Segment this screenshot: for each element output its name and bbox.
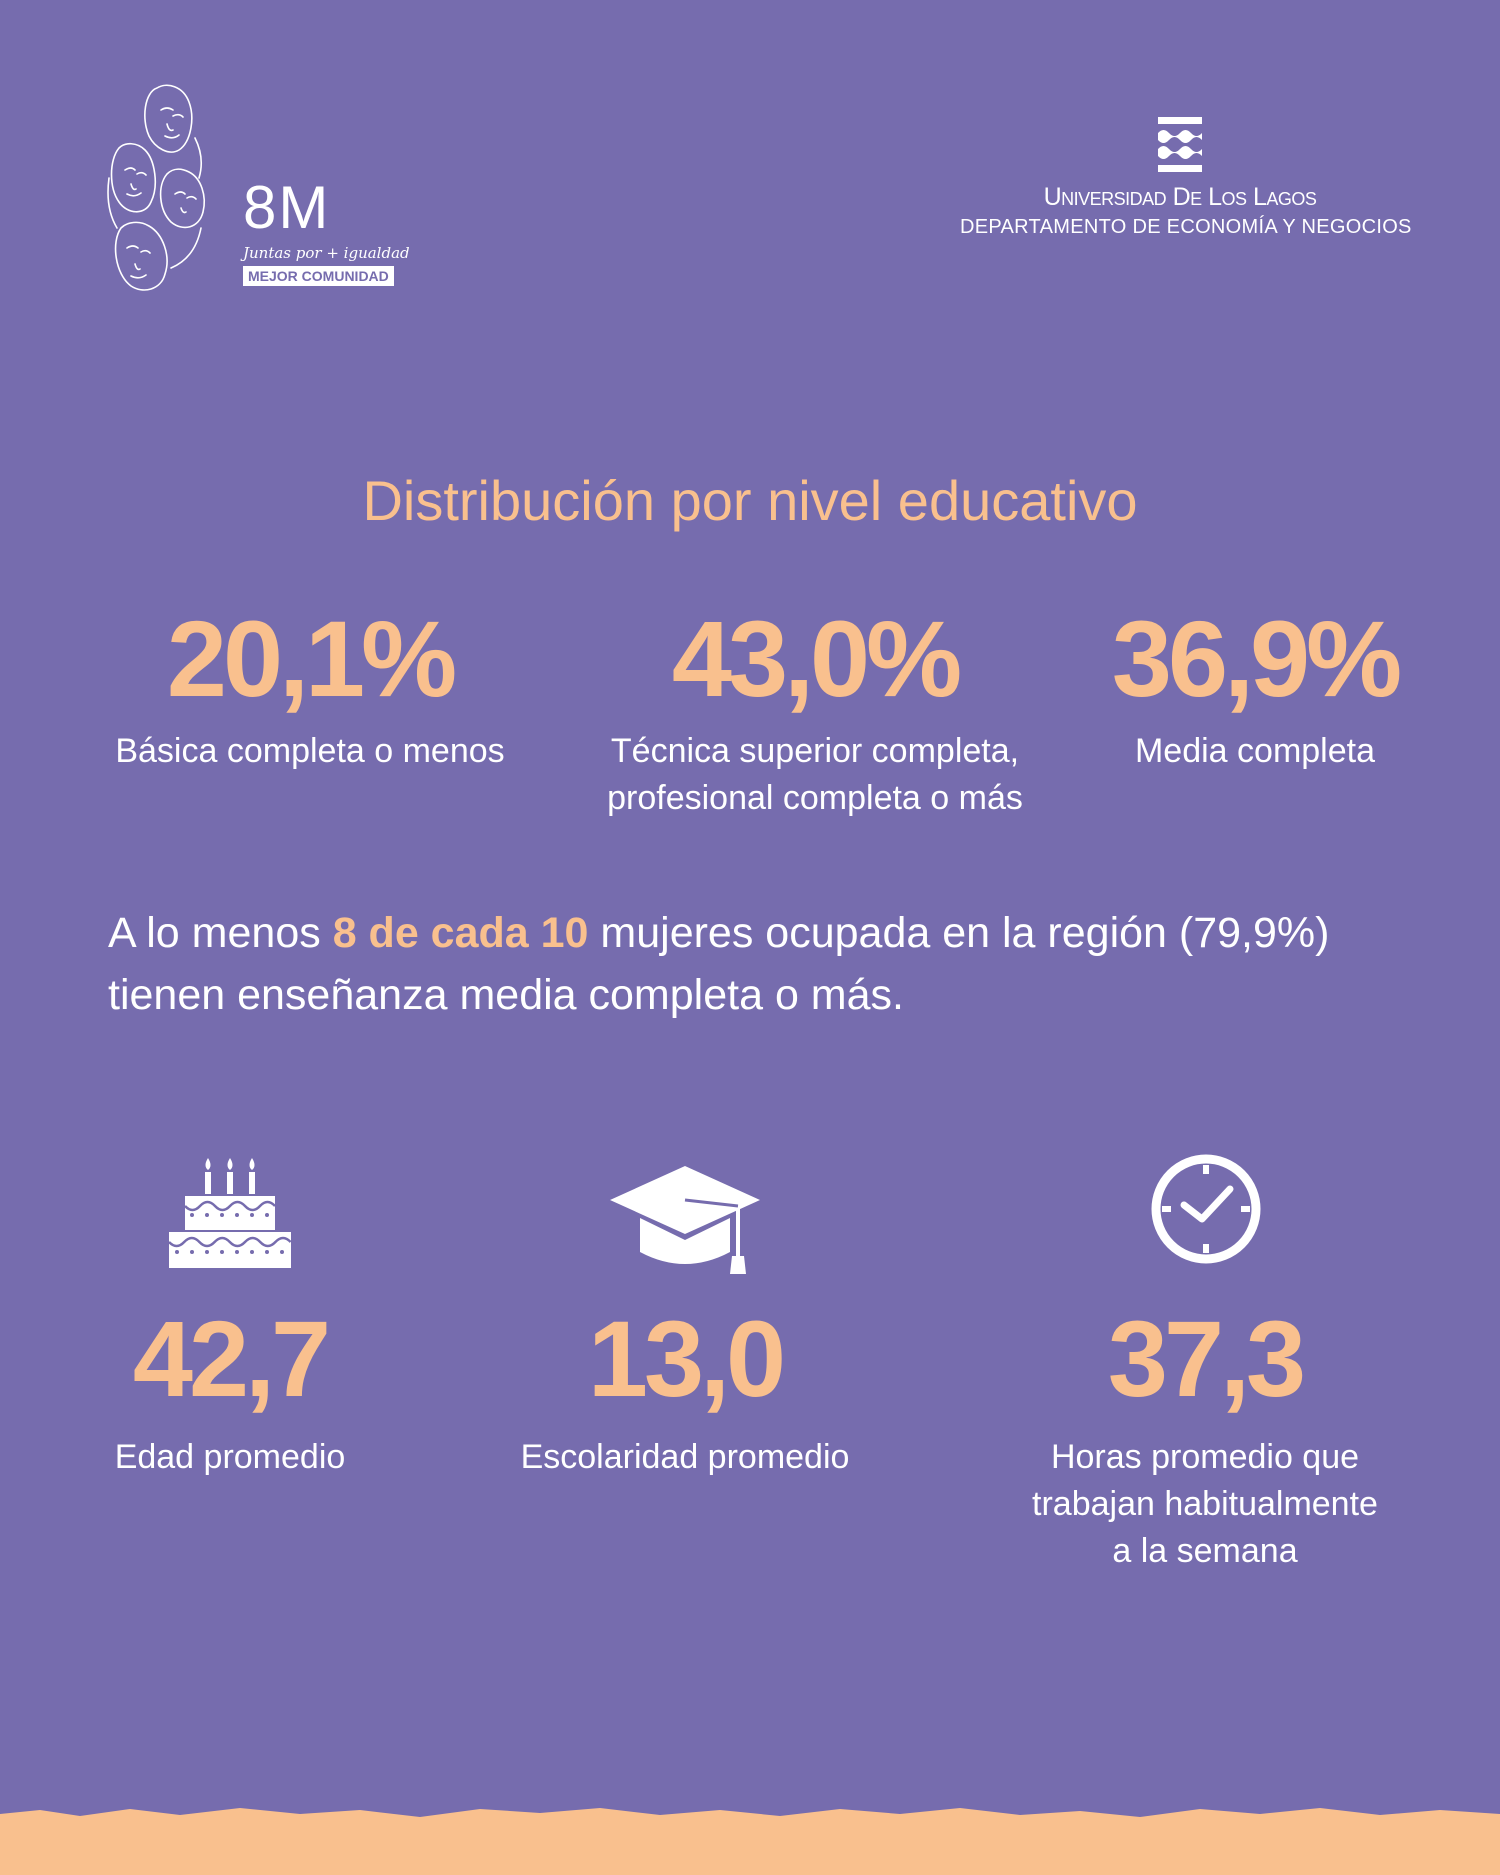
summary-part: mujeres ocupada en la región (79,9%) tie… [108,909,1330,1019]
logo-8m-mark: 8M [243,174,331,241]
stat-label-line: Horas promedio que [1050,1438,1360,1476]
stat-label: Horas promedio que trabajan habitualment… [1010,1434,1400,1575]
stat-average-schooling: 13,0 Escolaridad promedio [500,1150,870,1481]
distribution-label-line: Técnica superior completa, [610,732,1020,770]
stat-value: 42,7 [132,1298,331,1419]
stat-label-line: trabajan habitualmente [1032,1485,1378,1523]
logo-8m: 8M Juntas por + igualdad MEJOR COMUNIDAD [105,78,415,298]
distribution-label: Técnica superior completa, profesional c… [570,728,1060,822]
department-name: DEPARTAMENTO DE ECONOMÍA Y NEGOCIOS [960,216,1412,238]
bottom-torn-band [0,1808,1500,1875]
faces-line-art-icon [107,84,205,291]
distribution-value: 20,1% [166,598,457,719]
birthday-cake-icon [168,1158,292,1268]
wave-emblem-icon [1158,117,1202,172]
stat-label: Escolaridad promedio [520,1438,850,1476]
distribution-item-basic: 20,1% Básica completa o menos [90,600,530,775]
section-title: Distribución por nivel educativo [362,469,1138,532]
distribution-label: Básica completa o menos [115,732,505,770]
graduation-cap-icon [610,1166,760,1274]
distribution-item-technical: 43,0% Técnica superior completa, profesi… [570,600,1060,822]
stat-average-hours: 37,3 Horas promedio que trabajan habitua… [1010,1150,1400,1575]
logo-badge: MEJOR COMUNIDAD [243,266,394,286]
stat-label: Edad promedio [114,1438,346,1476]
university-block: Universidad De Los Lagos DEPARTAMENTO DE… [960,115,1412,255]
distribution-value: 43,0% [671,598,962,719]
stat-icon-wrap [500,1150,870,1280]
distribution-value: 36,9% [1111,598,1402,719]
stat-icon-wrap [90,1150,370,1280]
distribution-item-secondary: 36,9% Media completa [1090,600,1420,775]
distribution-label: Media completa [1134,732,1375,770]
clock-icon [1151,1154,1261,1264]
logo-tagline: Juntas por + igualdad [243,244,410,262]
summary-highlight: 8 de cada 10 [332,909,589,957]
stat-value: 37,3 [1107,1298,1306,1419]
stat-icon-wrap [1010,1150,1400,1280]
distribution-label-line: profesional completa o más [607,779,1023,817]
stat-average-age: 42,7 Edad promedio [90,1150,370,1481]
university-name: Universidad De Los Lagos [1043,183,1317,211]
summary-text: A lo menos 8 de cada 10 mujeres ocupada … [108,902,1428,1026]
stat-label-line: a la semana [1112,1532,1298,1570]
summary-part: A lo menos [108,909,333,957]
stat-value: 13,0 [587,1298,786,1419]
